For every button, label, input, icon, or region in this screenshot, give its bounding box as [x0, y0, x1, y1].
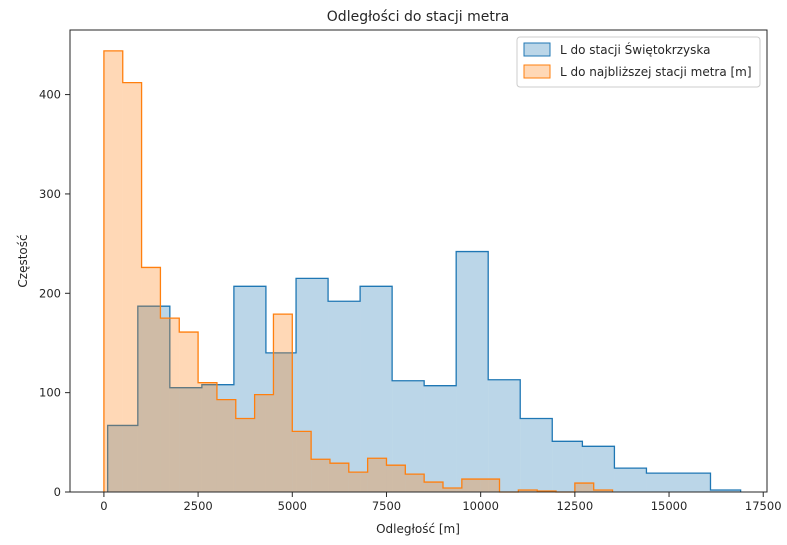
- histogram-bar-s0-4: [233, 286, 266, 492]
- histogram-bar-s0-1: [137, 306, 170, 492]
- x-tick-label: 5000: [278, 499, 307, 513]
- histogram-bar-s1-8: [254, 394, 274, 492]
- histogram-bar-s0-19: [710, 490, 741, 492]
- histogram-bar-s0-15: [582, 446, 615, 492]
- histogram-bar-s1-9: [273, 314, 293, 492]
- x-tick-label: 15000: [651, 499, 688, 513]
- histogram-bar-s0-17: [646, 473, 679, 492]
- y-tick-label: 400: [39, 88, 61, 102]
- histogram-bar-s1-11: [311, 459, 330, 492]
- series-layer: [103, 50, 742, 493]
- legend-label-swietokrzyska: L do stacji Świętokrzyska: [560, 42, 711, 57]
- histogram-bar-s1-18: [442, 488, 462, 492]
- histogram-bar-s0-10: [424, 385, 457, 492]
- histogram-bar-s1-3: [160, 318, 180, 492]
- plot-frame: [69, 29, 768, 493]
- histogram-bar-s1-12: [329, 463, 349, 492]
- legend-box: [516, 36, 761, 88]
- histogram-bar-s1-7: [235, 418, 255, 492]
- histogram-bar-s1-13: [348, 472, 368, 492]
- histogram-bar-s1-17: [424, 482, 443, 492]
- histogram-bar-s1-10: [292, 431, 312, 492]
- legend: L do stacji Świętokrzyska L do najbliższ…: [516, 36, 761, 88]
- histogram-bar-s0-9: [392, 380, 425, 492]
- histogram-bar-s0-13: [520, 418, 553, 492]
- histogram-bar-s1-19: [461, 479, 481, 492]
- histogram-bar-s0-2: [169, 387, 202, 492]
- histogram-bar-s1-26: [593, 490, 613, 492]
- chart-title: Odległości do stacji metra: [327, 9, 509, 25]
- legend-label-najblizsza: L do najbliższej stacji metra [m]: [560, 65, 752, 79]
- x-tick-label: 7500: [372, 499, 401, 513]
- histogram-bar-s1-14: [367, 458, 387, 492]
- x-axis-label: Odległość [m]: [376, 522, 460, 536]
- x-ticks: 0 2500 5000 7500 10000 12500 15000 17500: [100, 492, 782, 513]
- histogram-bar-s0-0: [107, 425, 138, 492]
- x-tick-label: 17500: [745, 499, 782, 513]
- histogram-bar-s1-5: [198, 382, 217, 492]
- x-tick-label: 2500: [183, 499, 212, 513]
- histogram-bar-s0-3: [201, 384, 234, 492]
- y-tick-label: 300: [39, 187, 61, 201]
- y-axis-label: Częstość: [16, 234, 30, 287]
- histogram-bar-s1-4: [179, 332, 199, 492]
- y-tick-label: 0: [54, 485, 61, 499]
- histogram-bar-s0-6: [296, 278, 329, 492]
- histogram-bar-s1-6: [216, 399, 236, 492]
- histogram-bar-s1-22: [518, 490, 538, 492]
- legend-swatch-orange: [523, 64, 551, 79]
- histogram-bar-s0-12: [488, 379, 521, 492]
- x-tick-label: 10000: [462, 499, 499, 513]
- y-ticks: 0 100 200 300 400: [39, 88, 70, 499]
- histogram-bar-s1-0: [103, 50, 123, 493]
- histogram-bar-s0-18: [678, 473, 711, 492]
- y-tick-label: 200: [39, 286, 61, 300]
- legend-swatch-blue: [523, 42, 551, 57]
- histogram-bar-s0-11: [456, 251, 489, 492]
- histogram-bar-s0-7: [328, 301, 361, 492]
- histogram-bar-s1-15: [386, 465, 406, 492]
- histogram-bar-s1-2: [141, 267, 161, 492]
- histogram-outline-s1: [103, 50, 614, 493]
- histogram-outline-s0: [107, 250, 742, 492]
- y-tick-label: 100: [39, 386, 61, 400]
- histogram-bar-s1-20: [480, 479, 500, 492]
- histogram-bar-s1-25: [574, 483, 594, 492]
- histogram-bar-s0-5: [265, 352, 297, 492]
- x-tick-label: 12500: [557, 499, 594, 513]
- histogram-bar-s0-16: [614, 468, 647, 492]
- histogram-bar-s1-1: [122, 82, 142, 492]
- x-tick-label: 0: [100, 499, 107, 513]
- histogram-bar-s1-16: [405, 474, 425, 492]
